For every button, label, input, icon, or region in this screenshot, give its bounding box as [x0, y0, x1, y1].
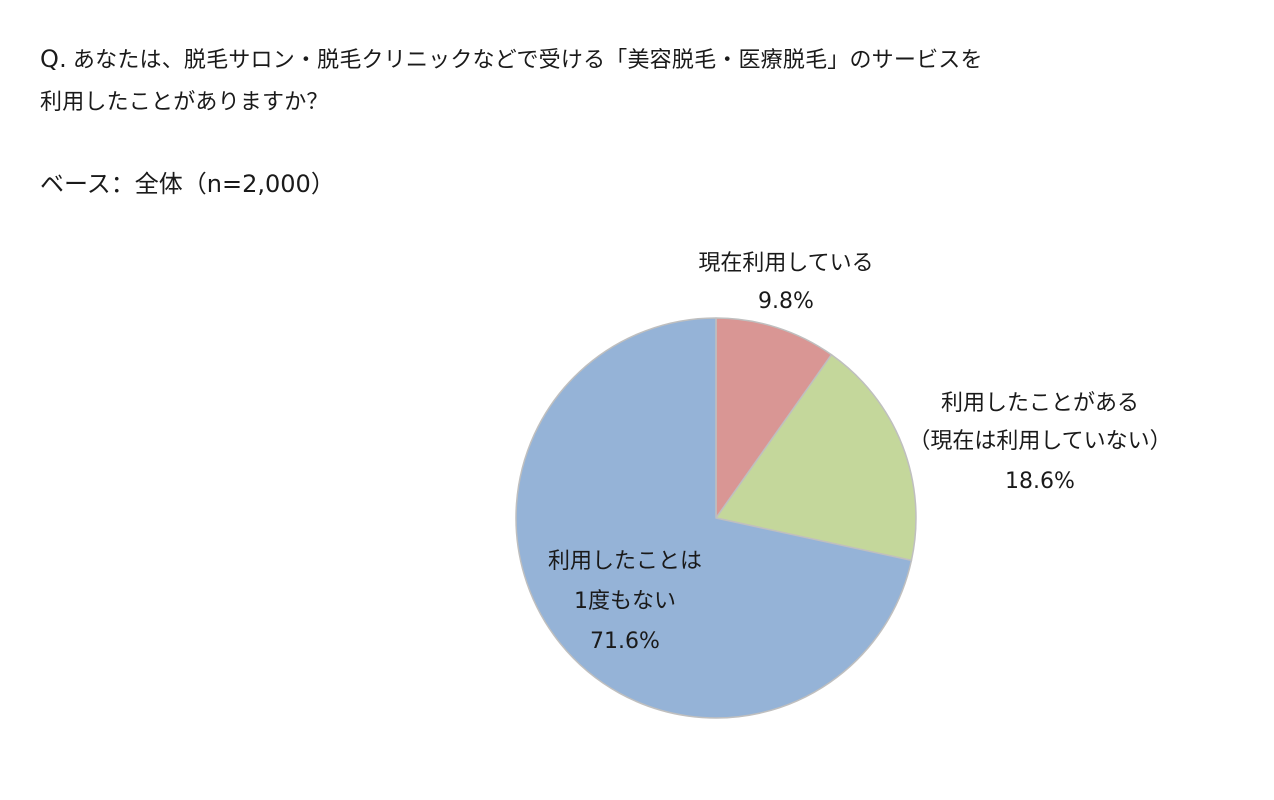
base-text: ベース：全体（n=2,000） — [40, 170, 335, 198]
question-body: あなたは、脱毛サロン・脱毛クリニックなどで受ける「美容脱毛・医療脱毛」のサービス… — [72, 48, 983, 73]
pie-slices — [515, 317, 917, 719]
question-prefix: Q. — [40, 45, 67, 73]
value-never-used: 71.6% — [590, 629, 660, 654]
label-used-before-line-1: 利用したことがある — [941, 391, 1139, 416]
question-line-1: Q. あなたは、脱毛サロン・脱毛クリニックなどで受ける「美容脱毛・医療脱毛」のサー… — [40, 38, 1040, 82]
slice-used-before — [715, 353, 917, 562]
value-currently-using: 9.8% — [758, 289, 814, 314]
question-text: Q. あなたは、脱毛サロン・脱毛クリニックなどで受ける「美容脱毛・医療脱毛」のサー… — [40, 38, 1040, 124]
pie-labels: 現在利用している 9.8% 利用したことがある （現在は利用していない） 18.6% 利用… — [548, 251, 1172, 654]
label-never-used-line-2: 1度もない — [574, 589, 676, 614]
label-currently-using-line-1: 現在利用している — [698, 251, 873, 276]
label-never-used-line-1: 利用したことは — [548, 549, 702, 574]
label-used-before-line-2: （現在は利用していない） — [908, 429, 1171, 454]
slice-currently-using — [715, 317, 833, 519]
value-used-before: 18.6% — [1005, 469, 1075, 494]
slice-never-used — [515, 317, 913, 719]
question-line-2: 利用したことがありますか？ — [40, 90, 329, 115]
